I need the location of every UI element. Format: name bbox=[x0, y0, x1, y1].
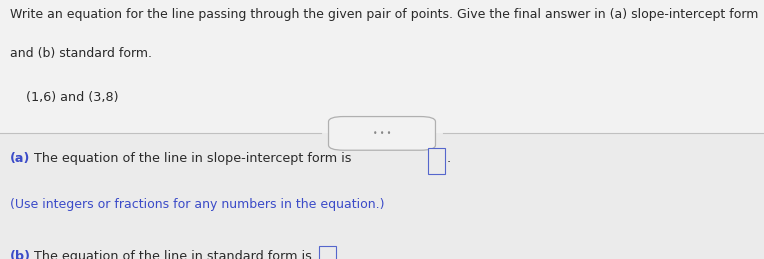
Text: The equation of the line in slope-intercept form is: The equation of the line in slope-interc… bbox=[30, 152, 351, 164]
Text: • • •: • • • bbox=[373, 129, 391, 138]
FancyBboxPatch shape bbox=[0, 0, 764, 133]
Text: Write an equation for the line passing through the given pair of points. Give th: Write an equation for the line passing t… bbox=[10, 8, 759, 21]
Text: (a): (a) bbox=[10, 152, 31, 164]
Text: (b): (b) bbox=[10, 250, 31, 259]
Text: The equation of the line in standard form is: The equation of the line in standard for… bbox=[30, 250, 312, 259]
FancyBboxPatch shape bbox=[428, 148, 445, 174]
Text: .: . bbox=[338, 250, 342, 259]
FancyBboxPatch shape bbox=[0, 133, 764, 259]
Text: (Use integers or fractions for any numbers in the equation.): (Use integers or fractions for any numbe… bbox=[10, 198, 384, 211]
Text: and (b) standard form.: and (b) standard form. bbox=[10, 47, 152, 60]
FancyBboxPatch shape bbox=[329, 117, 435, 150]
Text: .: . bbox=[447, 152, 451, 164]
Text: (1,6) and (3,8): (1,6) and (3,8) bbox=[10, 91, 118, 104]
FancyBboxPatch shape bbox=[319, 246, 336, 259]
